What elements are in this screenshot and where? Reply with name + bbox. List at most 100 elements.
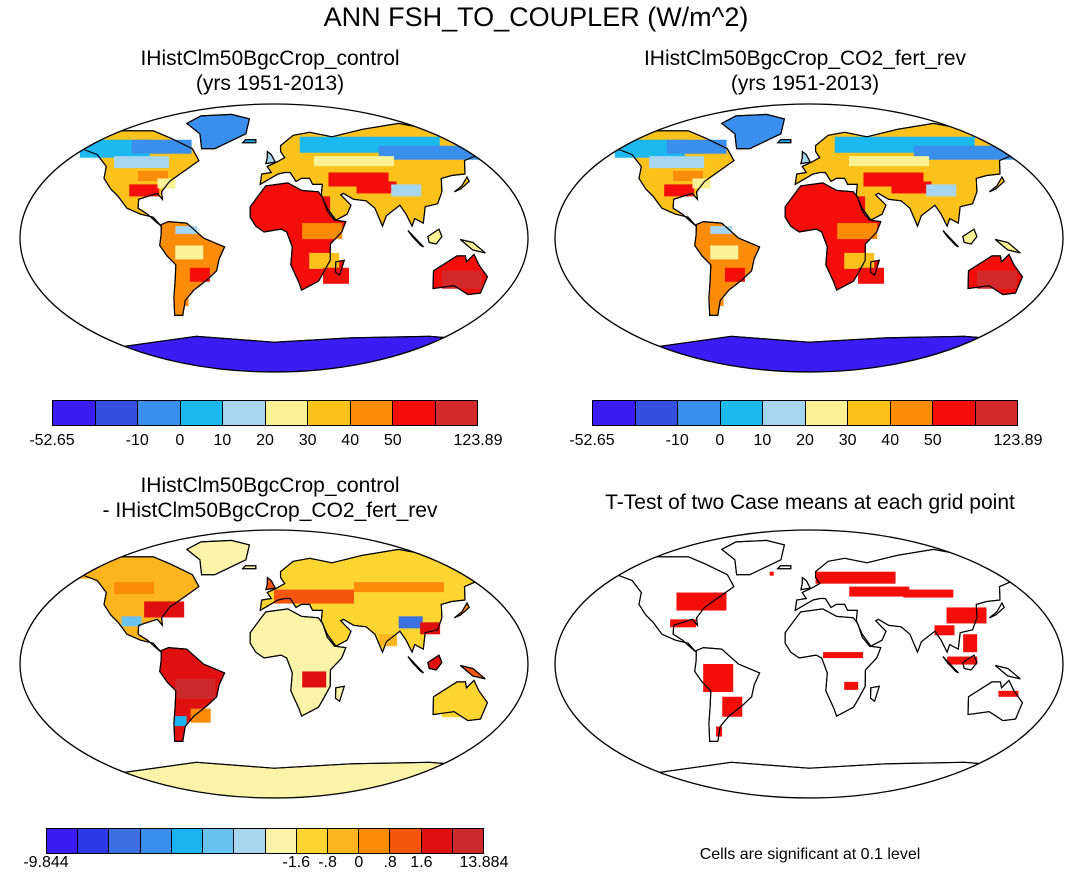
colorbar-tick-label: 123.89 (993, 432, 1043, 449)
coastline (407, 656, 424, 674)
coastline (962, 654, 978, 671)
coastline (159, 220, 226, 316)
coastline (185, 539, 251, 576)
map-difference (19, 529, 529, 799)
colorbar-tick-label: 30 (298, 432, 317, 449)
colorbar-swatch (390, 829, 422, 853)
colorbar-tick-label: 123.89 (453, 432, 503, 449)
field-patch (441, 701, 478, 718)
colorbar-tick-label: 0 (175, 432, 185, 449)
colorbar-tick-label: -.8 (318, 854, 337, 871)
coastline (967, 253, 1024, 296)
coastline (42, 761, 506, 798)
colorbar-tick-label: 0 (715, 432, 725, 449)
panel-title-line1: IHistClm50BgcCrop_control (140, 47, 400, 70)
field-patch (138, 171, 169, 181)
field-patch (903, 589, 954, 598)
field-patch (144, 601, 185, 618)
colorbar-control-labels: -52.65 -10 0 10 20 30 40 50 123.89 (29, 432, 502, 452)
colorbar-control (52, 400, 478, 426)
coastline (577, 335, 1041, 372)
field-patch (724, 267, 745, 282)
coastline (962, 228, 978, 245)
coastline (989, 175, 1005, 193)
panel-title-bottom-right: T-Test of two Case means at each grid po… (560, 490, 1060, 515)
colorbar-tick-label: -9.844 (23, 854, 69, 871)
colorbar-tick-label: 20 (256, 432, 274, 449)
coastline (249, 182, 347, 291)
field-patch (356, 181, 397, 194)
colorbar-tick-label: 40 (341, 432, 360, 449)
colorbar-tick-label: .8 (383, 854, 397, 871)
coastline (259, 122, 506, 228)
map-border (19, 529, 529, 799)
coastline (967, 679, 1024, 722)
coastline (265, 576, 277, 591)
colorbar-swatch (848, 401, 891, 425)
field-patch (309, 252, 340, 269)
colorbar-tick-label: 10 (213, 432, 232, 449)
coastline (800, 576, 812, 591)
field-patch (963, 634, 978, 653)
map-t-test (554, 529, 1064, 799)
landmass-newGuinea (994, 239, 1021, 254)
coastline (869, 259, 881, 277)
coastline (55, 556, 200, 653)
field-patch (998, 690, 1019, 697)
colorbar-difference-labels: -9.844 -1.6 -.8 0 .8 1.6 13.884 (23, 854, 508, 874)
field-patch (947, 656, 978, 665)
field-patch (692, 178, 711, 189)
coastline (159, 646, 226, 742)
colorbar-swatch (308, 401, 351, 425)
coastline (427, 228, 443, 245)
field-patch (710, 226, 733, 235)
field-patch (190, 708, 211, 723)
map-border (554, 529, 1064, 799)
field-patch (129, 184, 160, 197)
field-patch (260, 196, 331, 217)
field-patch (174, 716, 187, 727)
coastline (1035, 287, 1055, 308)
coastline (241, 565, 257, 570)
colorbar-swatch (593, 401, 636, 425)
landmass-southAmerica (694, 647, 761, 742)
field-patch (858, 267, 885, 284)
coastline (776, 565, 792, 570)
field-patch (891, 181, 932, 194)
coastline (590, 130, 735, 227)
field-patch (175, 226, 198, 235)
field-patch (769, 571, 774, 576)
coastline (776, 139, 792, 144)
field-patch (795, 196, 866, 217)
field-patch (274, 589, 354, 604)
colorbar-tick-label: 20 (796, 432, 814, 449)
coastline (720, 539, 786, 576)
coastline (942, 230, 959, 248)
coastline (259, 548, 506, 654)
coastline (800, 150, 812, 165)
colorbar-swatch (109, 829, 141, 853)
field-patch (844, 252, 875, 269)
coastline (334, 685, 346, 703)
colorbar-tick-label: 50 (383, 432, 402, 449)
field-patch (946, 607, 987, 624)
coastline (334, 259, 346, 277)
coastline (1035, 713, 1055, 734)
coastline (577, 761, 1041, 798)
colorbar-swatch (435, 401, 477, 425)
field-patch (323, 267, 350, 284)
panel-title-top-right: IHistClm50BgcCrop_CO2_fert_rev (yrs 1951… (575, 46, 1035, 96)
colorbar-tick-label: -10 (125, 432, 149, 449)
panel-title-line1: T-Test of two Case means at each grid po… (605, 491, 1015, 514)
field-patch (823, 652, 864, 659)
colorbar-swatch (171, 829, 204, 853)
coastline (500, 713, 520, 734)
field-patch (926, 184, 957, 197)
field-patch (175, 678, 216, 699)
colorbar-swatch (452, 829, 484, 853)
field-patch (1022, 582, 1037, 591)
colorbar-swatch (890, 401, 933, 425)
coastline (794, 122, 1041, 228)
colorbar-swatch (223, 401, 266, 425)
panel-title-line1: IHistClm50BgcCrop_control (140, 474, 400, 497)
